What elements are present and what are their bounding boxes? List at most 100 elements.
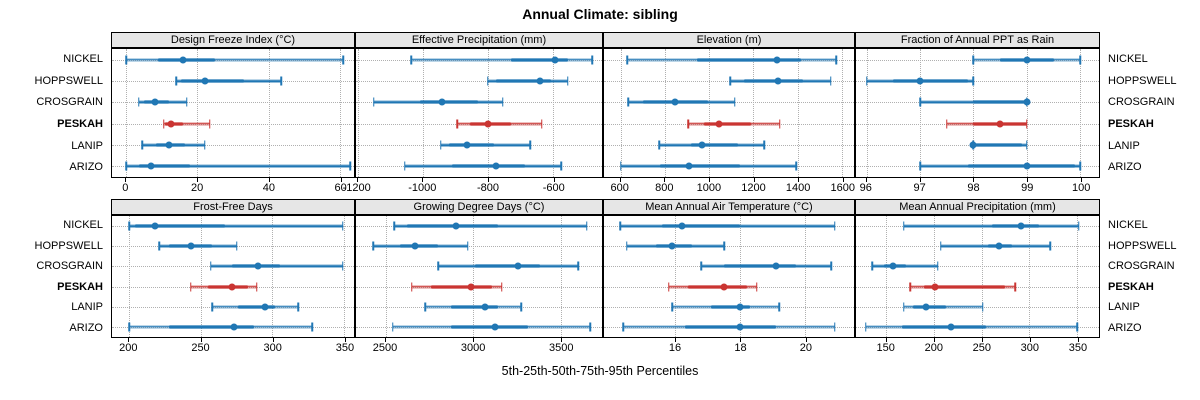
panel-fraction-annual-ppt-as-rain [855,48,1100,178]
interquartile-segment [431,285,493,289]
site-labels-left: NICKEL HOPPSWELL CROSGRAIN PESKAH LANIP ARIZO [0,48,111,178]
interquartile-segment [662,224,741,228]
site-label-right-lanip: LANIP [1108,139,1140,152]
axis-tick-label: 600 [610,182,629,194]
panel-mean-annual-precipitation [855,215,1100,338]
median-dot [922,303,930,311]
whisker-cap [175,76,177,86]
axis-mean-annual-precipitation: 150 200 250 300 350 [855,338,1100,356]
axis-tick-label: -800 [477,182,500,194]
gridline-vertical [934,216,936,337]
whisker-cap [373,97,375,107]
interquartile-segment [451,325,529,329]
whisker-cap [763,140,766,150]
whisker-cap [128,322,130,332]
whisker-cap [501,282,503,292]
median-dot [261,303,269,311]
site-label-right-nickel: NICKEL [1108,219,1148,232]
whisker-cap [349,161,352,171]
interquartile-segment [474,264,540,268]
panel-title: Frost-Free Days [193,201,273,213]
whisker-cap [341,261,344,271]
median-dot [147,162,155,170]
gridline-horizontal [112,145,354,146]
median-dot [969,141,977,149]
panel-strip-mean-annual-precipitation: Mean Annual Precipitation (mm) [855,199,1100,215]
median-dot [931,283,939,291]
site-labels-left: NICKEL HOPPSWELL CROSGRAIN PESKAH LANIP ARIZO [0,215,111,338]
whisker-cap [865,76,868,86]
axis-tick [740,338,742,342]
gridline-vertical [422,49,424,177]
median-dot [551,56,559,64]
median-dot [736,323,744,331]
interquartile-segment [207,285,249,289]
whisker-cap [439,140,442,150]
whisker-cap [255,282,258,292]
panel-title: Elevation (m) [696,34,762,46]
axis-elevation: 600 800 1000 1200 1400 1600 [603,178,855,196]
panel-title: Effective Precipitation (mm) [411,34,547,46]
interquartile-segment [968,164,1075,168]
interquartile-segment [158,58,216,62]
axis-tick [340,178,342,182]
median-dot [671,98,679,106]
whisker-cap [902,221,905,231]
axis-tick-label: 20 [190,182,204,194]
site-label-right-peskah: PESKAH [1108,280,1154,293]
median-dot [773,56,781,64]
median-dot [1023,98,1031,106]
axis-growing-degree-days: 2500 3000 3500 [355,338,603,356]
median-dot [484,120,492,128]
median-dot [947,323,955,331]
whisker-cap [185,97,188,107]
median-dot [536,77,544,85]
whisker-cap [919,97,921,107]
whisker-cap [404,161,406,171]
gridline-horizontal [856,81,1099,82]
whisker-cap [456,119,458,129]
axis-tick-label: 100 [1071,182,1091,194]
axis-tick [675,338,676,342]
interquartile-segment [691,143,738,147]
interquartile-segment [419,100,479,104]
whisker-cap [626,55,628,65]
whisker-cap [668,282,670,292]
axis-tick-label: 18 [734,342,747,354]
axis-tick [553,178,555,182]
whisker-cap [280,76,282,86]
median-dot [254,262,262,270]
whisker-cap [372,241,375,251]
whisker-cap [342,55,345,65]
axis-tick-label: 98 [967,182,980,194]
median-dot [179,56,187,64]
axis-tick-label: 300 [1020,342,1040,354]
whisker-cap [755,282,758,292]
whisker-cap [424,302,426,312]
interquartile-segment [138,164,191,168]
median-dot [685,162,693,170]
axis-tick [865,178,867,182]
whisker-cap [972,55,975,65]
median-dot [1017,222,1025,230]
axis-tick [125,178,127,182]
median-dot [996,120,1004,128]
panel-strip-growing-degree-days: Growing Degree Days (°C) [355,199,603,215]
axis-tick-label: 96 [859,182,872,194]
interquartile-segment [744,79,804,83]
axis-tick [473,338,475,342]
axis-tick-label: 250 [191,342,210,354]
median-dot [1023,56,1031,64]
site-label-right-lanip: LANIP [1108,301,1140,314]
whisker-cap [919,161,921,171]
gridline-vertical [1080,49,1082,177]
gridline-vertical [797,49,799,177]
gridline-vertical [272,216,274,337]
whisker-cap [1079,161,1082,171]
interquartile-segment [703,122,752,126]
figure-title: Annual Climate: sibling [522,6,678,22]
site-label-left-lanip: LANIP [71,139,103,152]
axis-tick-label: 60 [334,182,347,194]
gridline-horizontal [112,123,354,125]
axis-tick [1029,338,1031,342]
